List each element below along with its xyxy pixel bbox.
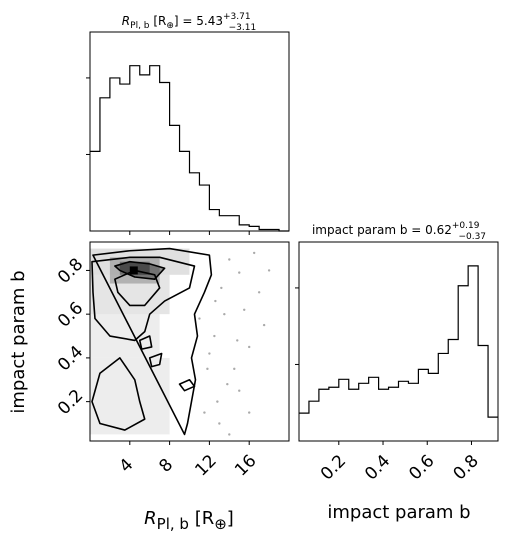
contour-line (92, 247, 213, 436)
scatter-point (248, 411, 251, 414)
scatter-point (252, 251, 256, 255)
contour-line (91, 256, 196, 342)
scatter-point (236, 339, 239, 342)
radius-hist-frame (89, 31, 290, 232)
scatter-point (248, 345, 251, 349)
radius-histogram-panel (86, 31, 290, 235)
scatter-point (262, 323, 266, 327)
scatter-point (214, 299, 217, 303)
scatter-point (218, 422, 221, 425)
impact-hist-xtick-label: 0.4 (361, 451, 394, 484)
scatter-point (226, 382, 229, 386)
density-xtick-label: 16 (231, 451, 260, 480)
density-peak-marker (129, 266, 138, 275)
scatter-point (228, 258, 231, 261)
scatter-point (198, 317, 201, 320)
scatter-point (203, 411, 206, 414)
radius-impact-density-panel: 4 8 12 16 0.2 0.4 0.6 0.8 (54, 241, 290, 480)
scatter-point (257, 291, 261, 294)
impact-hist-xtick-label: 0.6 (405, 451, 438, 484)
density-frame (89, 241, 290, 442)
density-ytick-label: 0.8 (54, 255, 87, 288)
density-ytick-label: 0.6 (54, 298, 87, 331)
contour-line (138, 335, 153, 350)
density-xtick-label: 8 (155, 455, 177, 477)
scatter-point (223, 312, 226, 316)
radius-hist-step-line (90, 65, 289, 232)
density-shade (90, 357, 170, 435)
impact-hist-xtick-label: 0.2 (317, 451, 350, 484)
scatter-point (233, 367, 236, 371)
contour-line (114, 269, 161, 307)
impact-hist-frame (298, 241, 499, 442)
scatter-point (238, 389, 241, 392)
impact-axis-label-x: impact param b (327, 502, 470, 523)
scatter-point (220, 286, 223, 290)
scatter-point (238, 271, 241, 274)
scatter-point (208, 352, 211, 355)
scatter-point (243, 308, 246, 311)
density-ytick-label: 0.4 (54, 342, 87, 375)
scatter-point (216, 400, 219, 403)
contour-line (178, 378, 196, 392)
density-xtick-label: 12 (191, 451, 220, 480)
contour-line (114, 260, 166, 280)
radius-axis-label: RPl, b [R⊕] (144, 508, 234, 533)
impact-hist-xtick-label: 0.8 (450, 451, 483, 484)
contour-line (91, 357, 146, 431)
density-ytick-label: 0.2 (54, 386, 87, 419)
scatter-point (213, 334, 216, 338)
impact-hist-step-line (299, 265, 498, 418)
impact-hist-title: impact param b = 0.62+0.19 −0.37 (312, 221, 486, 242)
scatter-point (206, 367, 209, 371)
contour-line (148, 352, 163, 368)
density-xtick-label: 4 (116, 455, 138, 477)
impact-histogram-panel: 0.2 0.4 0.6 0.8 (295, 241, 499, 484)
scatter-point (228, 433, 231, 436)
radius-hist-title: RPl, b [R⊕] = 5.43+3.71 −3.11 (122, 12, 256, 33)
scatter-point (267, 269, 271, 272)
impact-axis-label-y: impact param b (8, 270, 29, 413)
